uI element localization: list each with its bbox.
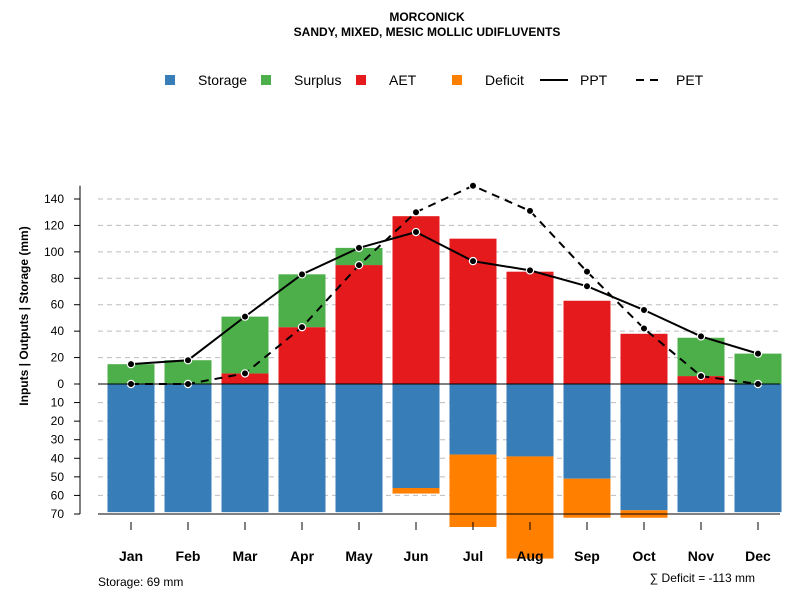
bar-surplus-mar [221,316,269,374]
month-label-oct: Oct [632,548,656,564]
month-label-jul: Jul [463,548,483,564]
month-label-nov: Nov [688,548,715,564]
month-label-aug: Aug [516,548,543,564]
point-ppt-jun [411,227,421,237]
y-tick-label: 10 [51,396,65,410]
bar-storage-oct [620,384,668,511]
bar-surplus-feb [164,360,212,384]
point-ppt-mar [240,312,250,321]
month-label-may: May [345,548,372,564]
y-tick-label: 0 [57,377,64,391]
bar-aet-mar [221,373,269,384]
y-tick-label: 40 [51,324,65,338]
bar-aet-aug [506,271,554,384]
month-label-apr: Apr [290,548,315,564]
y-tick-label: 70 [51,507,65,521]
bars [107,216,782,559]
bar-storage-nov [677,384,725,513]
legend-label-surplus: Surplus [294,72,341,88]
point-ppt-may [354,243,364,253]
legend-swatch-surplus [261,75,271,85]
legend: Storage Surplus AET Deficit PPT PET [165,72,704,88]
y-tick-label: 20 [51,351,65,365]
bar-storage-jul [449,384,497,455]
point-ppt-oct [639,305,649,315]
bar-storage-jan [107,384,155,513]
point-ppt-feb [183,356,193,365]
deficit-note: ∑ Deficit = -113 mm [650,571,755,585]
point-pet-oct [639,324,649,333]
bar-surplus-apr [278,274,326,328]
legend-label-aet: AET [389,72,417,88]
chart-subtitle: SANDY, MIXED, MESIC MOLLIC UDIFLUVENTS [294,25,561,39]
point-pet-jul [468,181,478,190]
line-ppt [130,230,759,366]
bar-aet-apr [278,327,326,384]
y-axis-label: Inputs | Outputs | Storage (mm) [17,226,31,405]
legend-swatch-aet [356,75,366,85]
bar-storage-apr [278,384,326,513]
point-pet-apr [297,322,307,332]
axes: 0 20 40 60 80 100 120 140 10 20 30 40 50 60 70 Jan Feb Ma… [44,185,780,564]
bar-surplus-jan [107,364,155,384]
y-tick-label: 30 [51,433,65,447]
bar-storage-jun [392,384,440,488]
point-pet-nov [696,371,706,381]
line-pet [131,184,759,385]
point-pet-may [354,260,364,270]
bar-deficit-sep [563,478,611,518]
point-pet-mar [240,369,250,378]
legend-swatch-deficit [452,75,462,85]
y-tick-label: 50 [51,470,65,484]
bar-storage-sep [563,384,611,479]
month-label-mar: Mar [233,548,258,564]
legend-swatch-storage [165,75,175,85]
point-ppt-jul [468,256,478,266]
y-tick-label: 100 [44,245,64,259]
point-ppt-dec [753,349,763,358]
y-tick-label: 20 [51,414,65,428]
point-ppt-nov [696,332,706,341]
bar-aet-may [335,265,383,384]
storage-note: Storage: 69 mm [98,575,183,589]
point-ppt-aug [525,266,535,275]
bar-storage-feb [164,384,212,513]
bar-surplus-nov [677,337,725,377]
bar-aet-jun [392,216,440,384]
bar-storage-may [335,384,383,513]
month-label-feb: Feb [176,548,201,564]
legend-label-ppt: PPT [580,72,608,88]
point-ppt-jan [126,359,136,369]
bar-aet-sep [563,300,611,384]
y-tick-label: 80 [51,271,65,285]
bar-surplus-may [335,247,383,266]
point-pet-jun [411,208,421,217]
point-ppt-apr [297,270,307,279]
bar-storage-dec [734,384,782,513]
bar-storage-aug [506,384,554,457]
point-ppt-sep [582,282,592,291]
y-tick-label: 140 [44,192,64,206]
y-tick-label: 120 [44,218,64,232]
bar-surplus-dec [734,353,782,384]
month-label-jun: Jun [404,548,429,564]
chart-title: MORCONICK [389,10,465,24]
point-pet-sep [582,267,592,276]
point-pet-aug [525,206,535,216]
bar-deficit-jun [392,487,440,494]
legend-label-pet: PET [676,72,704,88]
bar-storage-mar [221,384,269,513]
legend-label-storage: Storage [198,72,247,88]
bar-deficit-aug [506,456,554,559]
y-tick-label: 40 [51,451,65,465]
month-label-sep: Sep [574,548,600,564]
month-label-jan: Jan [119,548,143,564]
bar-deficit-jul [449,454,497,527]
y-tick-label: 60 [51,488,65,502]
y-tick-label: 60 [51,298,65,312]
legend-label-deficit: Deficit [485,72,524,88]
month-label-dec: Dec [745,548,771,564]
